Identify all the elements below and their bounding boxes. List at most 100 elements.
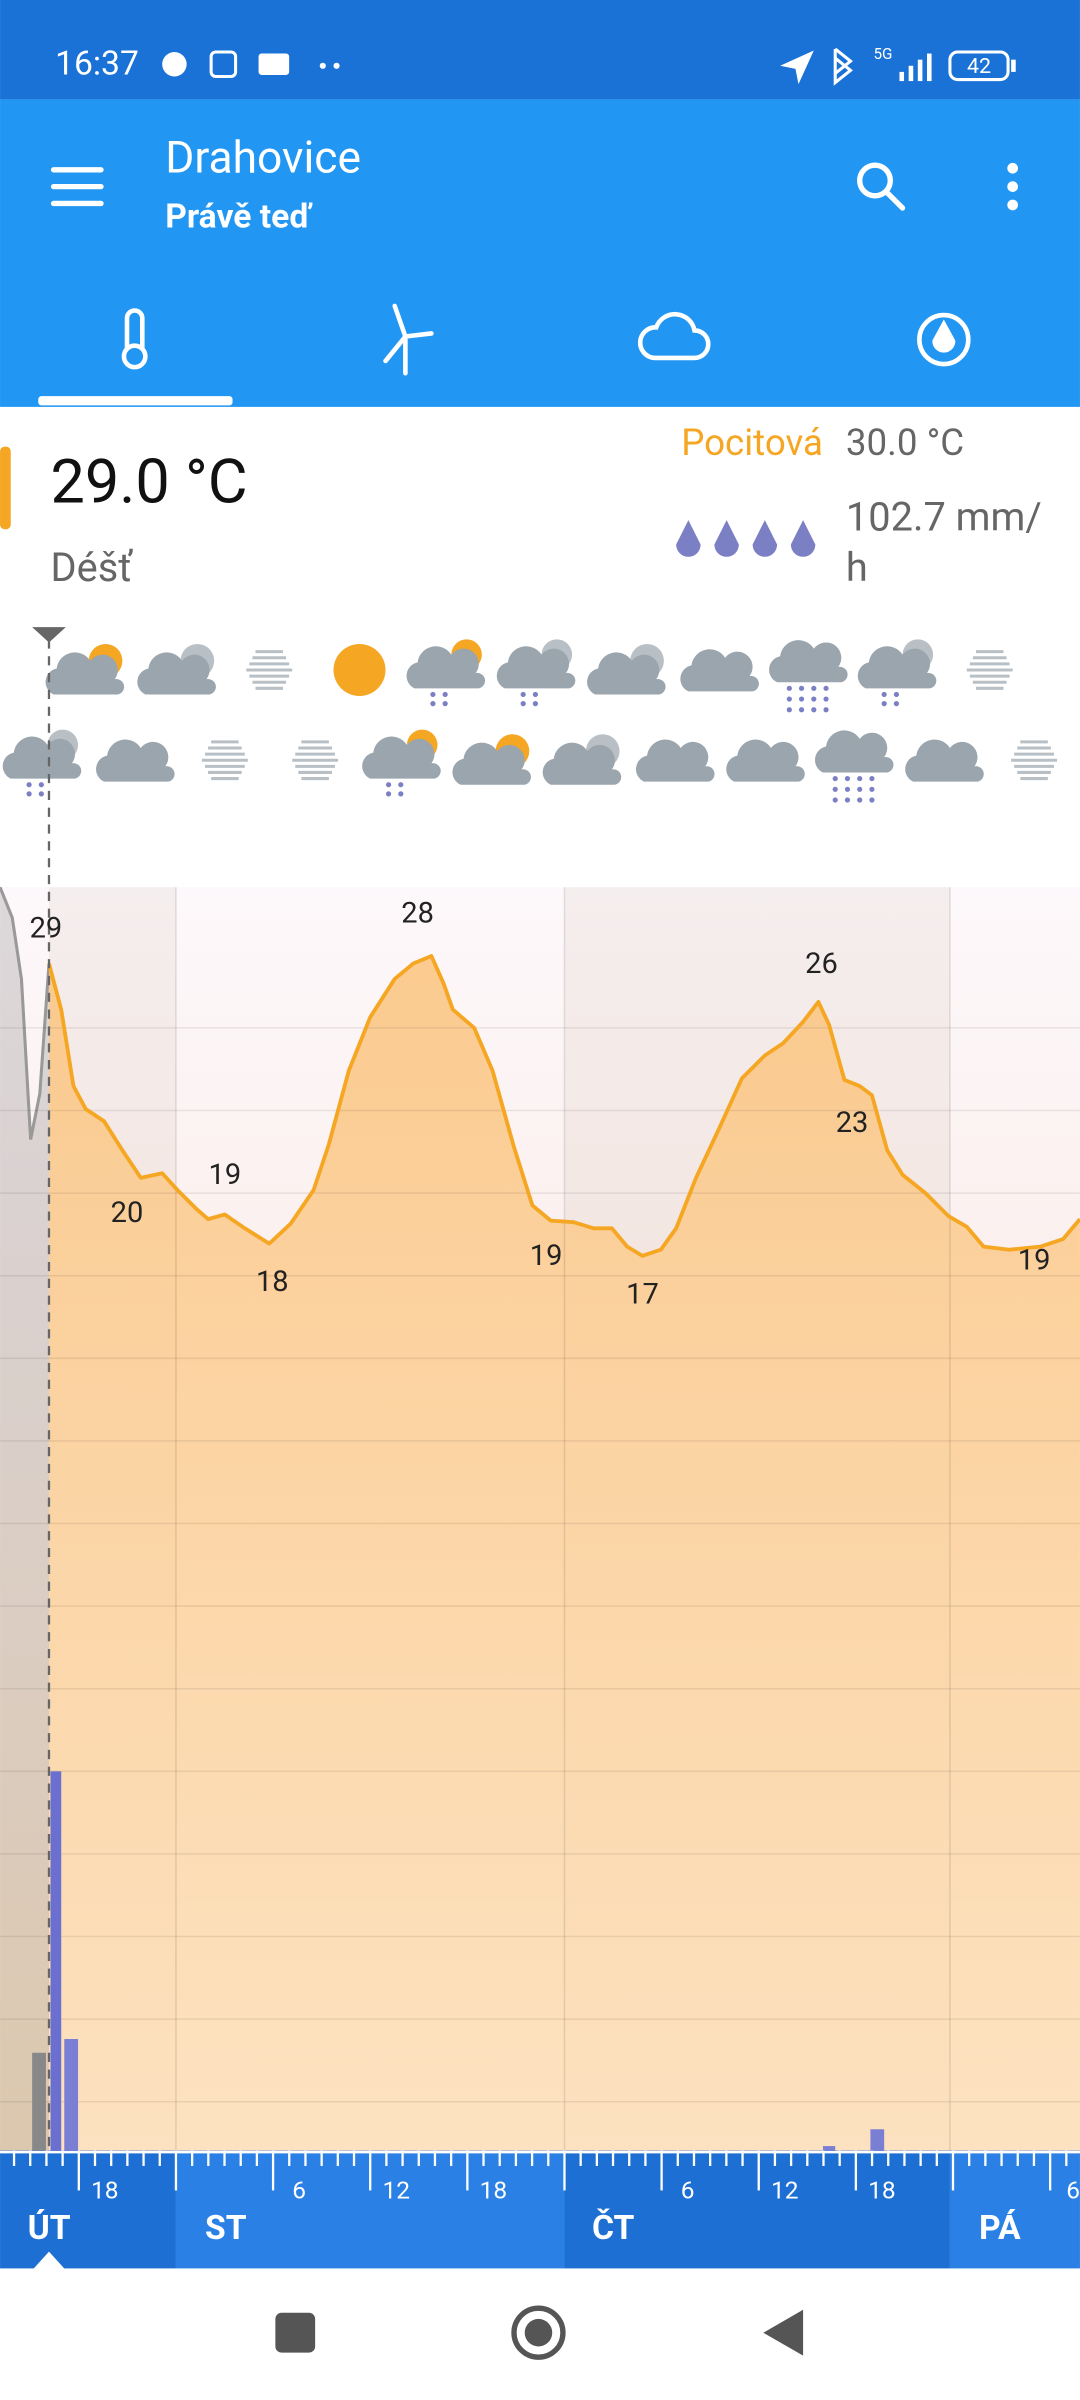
weather-icon [201,740,248,781]
rain-drop [832,797,838,803]
weather-icon [587,643,666,695]
temperature-label: 19 [530,1239,563,1273]
rain-drop [385,791,392,797]
rain-drop [844,797,851,803]
menu-button[interactable] [50,167,104,207]
weather-icon [857,639,937,707]
tab-temperature[interactable] [121,308,148,370]
weather-icon [636,739,715,782]
rain-drop [520,691,526,698]
app-bar [0,99,1080,407]
temperature-chart: 29 28 26 20 19 18 19 17 23 19 [0,627,1080,2151]
tab-wind[interactable] [383,303,434,376]
weather-icon [246,650,293,690]
precip-bar [870,2129,885,2151]
more-button[interactable] [1007,162,1019,211]
temperature-label: 29 [30,912,63,946]
location-subtitle: Právě teď [165,198,313,237]
rain-drop [786,685,792,691]
day-segment [949,2150,1080,2269]
temperature-label: 18 [256,1265,289,1299]
past-area [0,887,49,2151]
rain-drop [832,775,838,782]
cloud [587,652,666,695]
hour-label: 18 [868,2175,896,2204]
rain-drop [38,782,44,788]
temperature-line [47,954,1080,1258]
cloud [814,730,894,773]
temperature-area [48,956,1080,2151]
weather-icon [905,739,984,782]
rain-intensity [676,520,816,557]
cloud [857,646,937,689]
weather-icon [96,739,175,782]
weather-icon [45,643,125,695]
precip-bar [64,2039,79,2151]
rain-drop [798,707,805,713]
rain-drop [398,791,404,797]
current-marker [0,446,11,530]
precipitation-value: 102.7 mm/ [846,494,1042,541]
weather-icon [726,739,805,782]
cloud [905,739,984,782]
rain-drop [798,685,805,691]
weather-icon [137,643,216,695]
temperature-label: 19 [209,1158,242,1192]
rain-drop [823,685,829,691]
rain-drop [442,691,448,698]
weather-icon [362,729,441,797]
search-button[interactable] [857,162,906,211]
rain-drop [786,696,792,702]
rain-drop [811,696,817,702]
day-label: ST [205,2209,247,2248]
weather-icon [406,639,486,707]
weather-icon [292,740,339,781]
rain-drop [869,786,875,792]
rain-drop [893,691,900,698]
current-condition: Déšť [51,544,134,591]
rain-drop [823,707,829,713]
now-marker [32,627,66,643]
weather-icon [814,730,894,803]
tab-precipitation[interactable] [917,312,971,367]
rain-drop [520,701,526,707]
weather-icon [1011,740,1058,781]
day-label: PÁ [979,2208,1021,2248]
hour-label: 18 [91,2175,119,2204]
hour-label: 6 [292,2175,306,2204]
precip-bar [822,2146,836,2151]
temperature-label: 26 [805,947,838,981]
temperature-label: 19 [1018,1244,1051,1278]
rain-drop [532,691,539,698]
cloud [769,640,848,683]
cloud [45,652,125,695]
rain-drop [38,791,44,797]
hour-label: 18 [480,2175,508,2204]
cloud [636,739,715,782]
status-bar [0,0,1080,100]
cloud [496,646,576,689]
weather-icon [333,643,386,696]
nav-recents[interactable] [275,2312,316,2353]
precip-bar [50,1771,62,2151]
rain-drop [786,707,792,713]
day-label: ČT [592,2208,635,2248]
rain-drop [857,797,863,803]
weather-icon [2,729,82,797]
cloud [406,646,486,689]
timeline: 18 6 12 18 6 12 18 6 ÚT ST ČT PÁ [0,2150,1080,2269]
day-pointer [33,2251,65,2269]
cloud [2,736,82,779]
nav-back[interactable] [763,2309,804,2356]
weather-icon [452,734,531,785]
temperature-label: 23 [836,1106,869,1140]
weather-icon [966,650,1013,690]
rain-drop [532,701,539,707]
rain-drop [26,782,32,788]
rain-drop [832,786,838,792]
tab-indicator [38,396,233,406]
nav-home[interactable] [511,2305,566,2360]
tab-clouds[interactable] [637,311,711,361]
